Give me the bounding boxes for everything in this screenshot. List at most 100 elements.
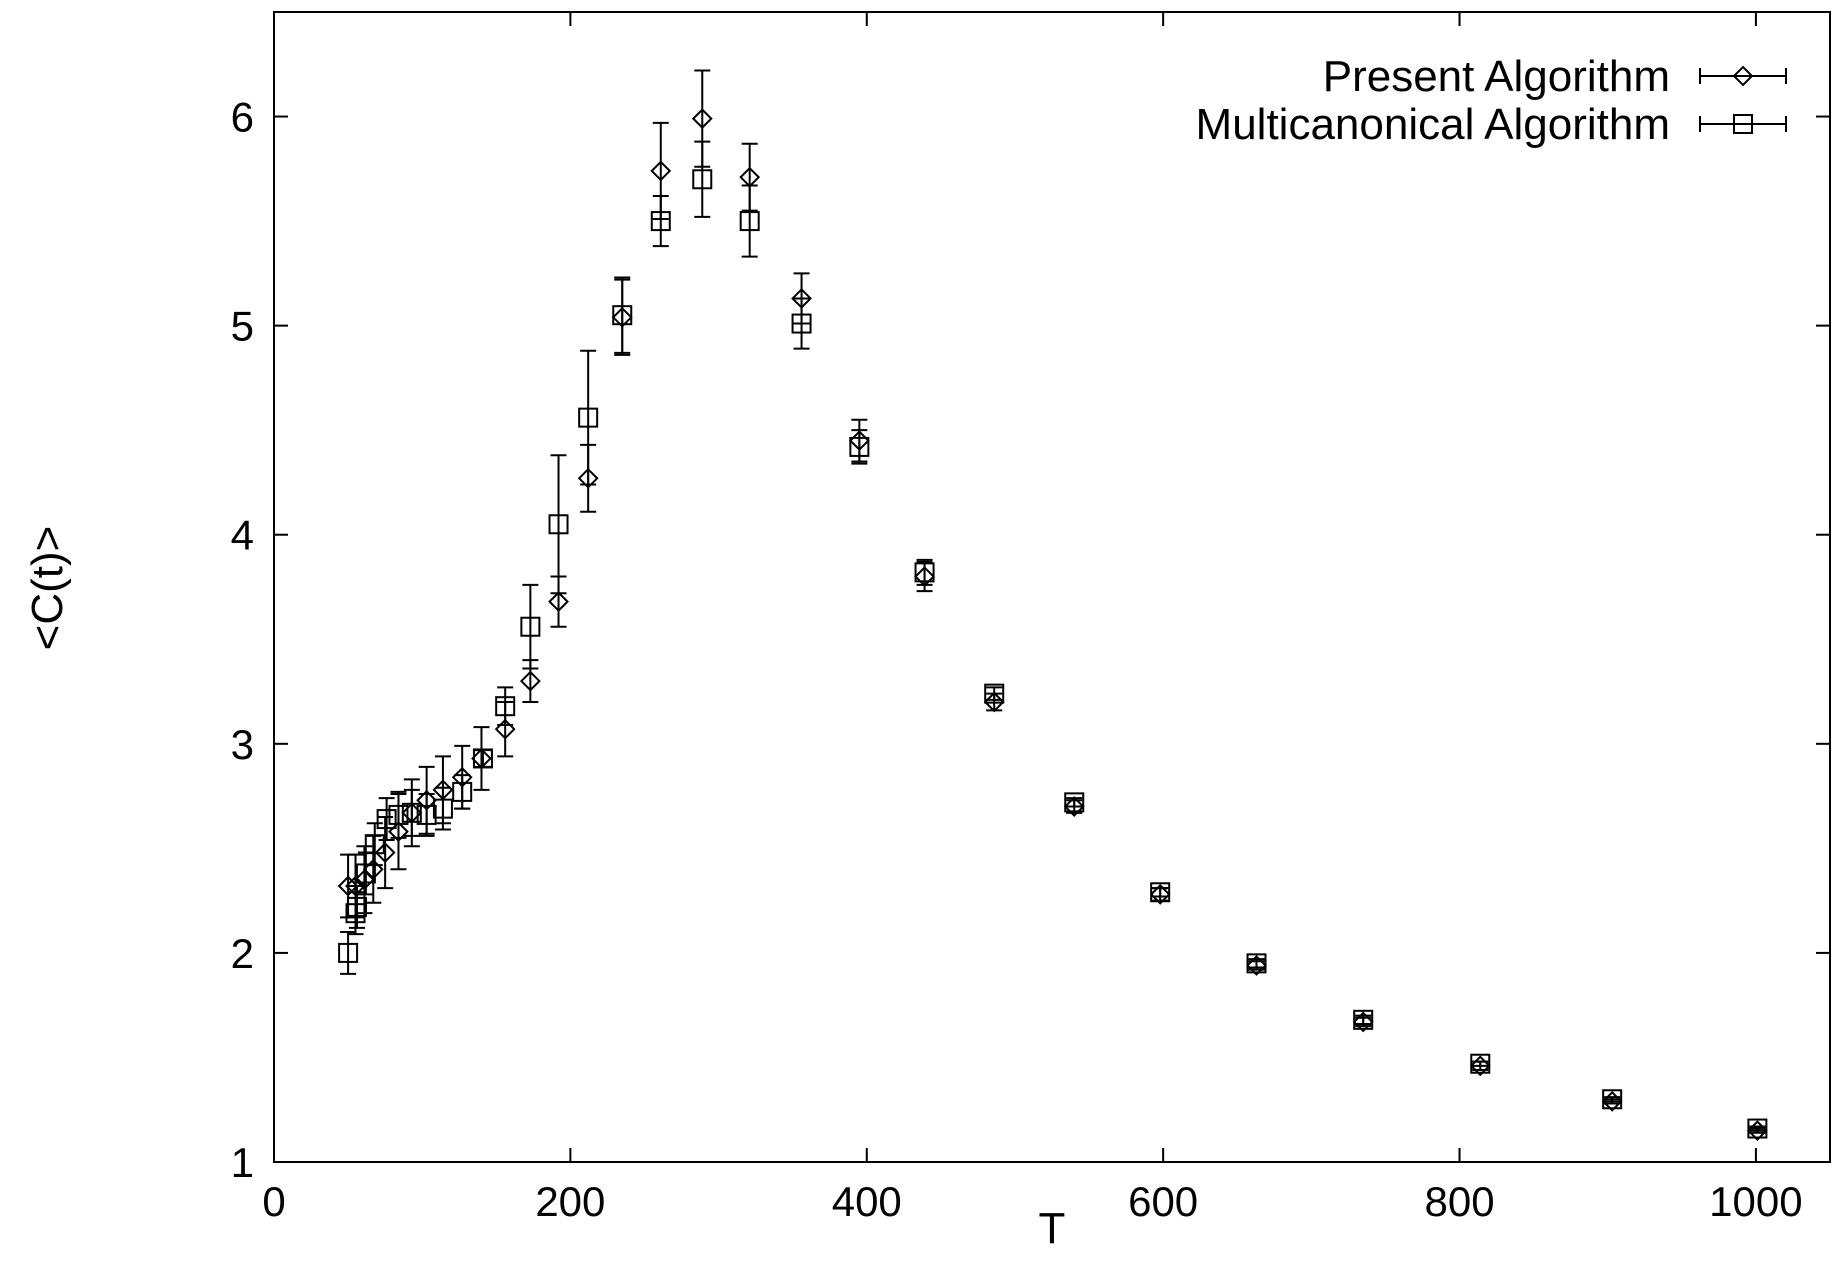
data-point-square bbox=[432, 798, 453, 819]
data-point-square bbox=[914, 562, 935, 583]
error-bar bbox=[340, 931, 357, 975]
data-point-square bbox=[984, 683, 1005, 704]
x-tick-label: 800 bbox=[1424, 1178, 1494, 1225]
series-diamond bbox=[337, 69, 1768, 1142]
error-bar bbox=[1472, 1060, 1489, 1067]
data-point-diamond bbox=[1469, 1055, 1491, 1077]
data-point-square bbox=[1353, 1009, 1374, 1030]
data-point-diamond bbox=[519, 670, 541, 692]
data-point-diamond bbox=[1352, 1011, 1374, 1033]
error-bar bbox=[652, 195, 669, 248]
y-tick-label: 5 bbox=[231, 303, 254, 350]
data-point-diamond bbox=[1601, 1090, 1623, 1112]
data-point-square bbox=[346, 896, 367, 917]
data-point-square bbox=[692, 169, 713, 190]
error-bar bbox=[418, 793, 435, 837]
x-axis-label: T bbox=[1039, 1204, 1066, 1253]
y-tick-label: 1 bbox=[231, 1139, 254, 1186]
data-point-square bbox=[791, 313, 812, 334]
data-point-diamond bbox=[1746, 1120, 1768, 1142]
error-bar bbox=[741, 184, 758, 258]
x-tick-label: 1000 bbox=[1709, 1178, 1802, 1225]
legend-label: Multicanonical Algorithm bbox=[1196, 100, 1670, 149]
error-bar bbox=[497, 686, 514, 726]
error-bar bbox=[1749, 1125, 1766, 1132]
error-bar bbox=[1355, 1014, 1372, 1025]
data-point-square bbox=[364, 834, 385, 855]
data-point-diamond bbox=[577, 467, 599, 489]
error-bar bbox=[390, 790, 407, 839]
data-point-square bbox=[338, 942, 359, 963]
data-point-square bbox=[472, 748, 493, 769]
error-bar bbox=[614, 276, 631, 354]
data-point-square bbox=[739, 211, 760, 232]
data-point-diamond bbox=[1149, 883, 1171, 905]
y-tick-label: 4 bbox=[231, 512, 254, 559]
legend-marker-diamond bbox=[1732, 65, 1754, 87]
data-point-square bbox=[612, 305, 633, 326]
series-layer bbox=[337, 69, 1768, 1142]
error-bar bbox=[1066, 797, 1083, 808]
error-bar bbox=[1152, 887, 1169, 898]
error-bar bbox=[473, 726, 490, 791]
plot-border bbox=[273, 11, 1831, 1163]
data-point-square bbox=[1747, 1118, 1768, 1139]
error-bar bbox=[348, 885, 365, 929]
data-point-square bbox=[345, 903, 366, 924]
legend-label: Present Algorithm bbox=[1323, 52, 1670, 101]
data-point-square bbox=[355, 863, 376, 884]
data-point-square bbox=[401, 802, 422, 823]
y-tick-label: 6 bbox=[231, 94, 254, 141]
data-point-square bbox=[1246, 953, 1267, 974]
error-bar bbox=[986, 686, 1003, 701]
data-point-square bbox=[650, 211, 671, 232]
error-bar bbox=[1248, 958, 1265, 969]
error-bar bbox=[793, 297, 810, 350]
data-point-square bbox=[849, 436, 870, 457]
y-tick-label: 2 bbox=[231, 930, 254, 977]
y-tick-label: 3 bbox=[231, 721, 254, 768]
data-point-square bbox=[1470, 1053, 1491, 1074]
error-bar bbox=[550, 454, 567, 595]
data-point-diamond bbox=[1246, 955, 1267, 976]
error-bar bbox=[522, 583, 539, 670]
y-axis-ticks: 1 2 3 4 5 6 bbox=[231, 94, 1830, 1186]
legend-marker-square bbox=[1733, 114, 1753, 134]
data-point-diamond bbox=[362, 858, 384, 880]
x-tick-label: 400 bbox=[832, 1178, 902, 1225]
error-bar bbox=[694, 140, 711, 218]
data-point-diamond bbox=[374, 842, 396, 863]
error-bar bbox=[454, 774, 471, 810]
x-axis-ticks: 0 200 400 600 800 1000 bbox=[262, 12, 1803, 1225]
data-point-square bbox=[520, 616, 541, 637]
error-bar bbox=[378, 797, 395, 841]
data-point-square bbox=[1602, 1089, 1623, 1110]
x-tick-label: 0 bbox=[262, 1178, 285, 1225]
error-bar bbox=[366, 822, 383, 867]
data-point-diamond bbox=[337, 875, 359, 897]
data-point-square bbox=[548, 514, 569, 535]
data-point-square bbox=[1064, 792, 1085, 813]
data-point-diamond bbox=[650, 160, 672, 182]
data-point-square bbox=[495, 696, 516, 717]
plot-frame bbox=[273, 11, 1831, 1163]
series-square bbox=[338, 140, 1768, 1139]
y-axis-label: <C(t)> bbox=[23, 526, 72, 651]
data-point-diamond bbox=[548, 591, 569, 613]
data-point-square bbox=[388, 804, 409, 825]
data-point-square bbox=[416, 804, 437, 825]
error-bar bbox=[1604, 1096, 1621, 1103]
x-tick-label: 600 bbox=[1128, 1178, 1198, 1225]
error-bar bbox=[434, 786, 451, 831]
data-point-square bbox=[1150, 882, 1171, 903]
data-point-square bbox=[452, 781, 473, 802]
data-point-diamond bbox=[691, 108, 713, 130]
x-tick-label: 200 bbox=[535, 1178, 605, 1225]
error-bar bbox=[851, 429, 868, 465]
error-bar bbox=[580, 349, 597, 486]
error-bar bbox=[403, 788, 420, 837]
data-point-square bbox=[578, 407, 599, 428]
data-point-square bbox=[376, 809, 397, 830]
